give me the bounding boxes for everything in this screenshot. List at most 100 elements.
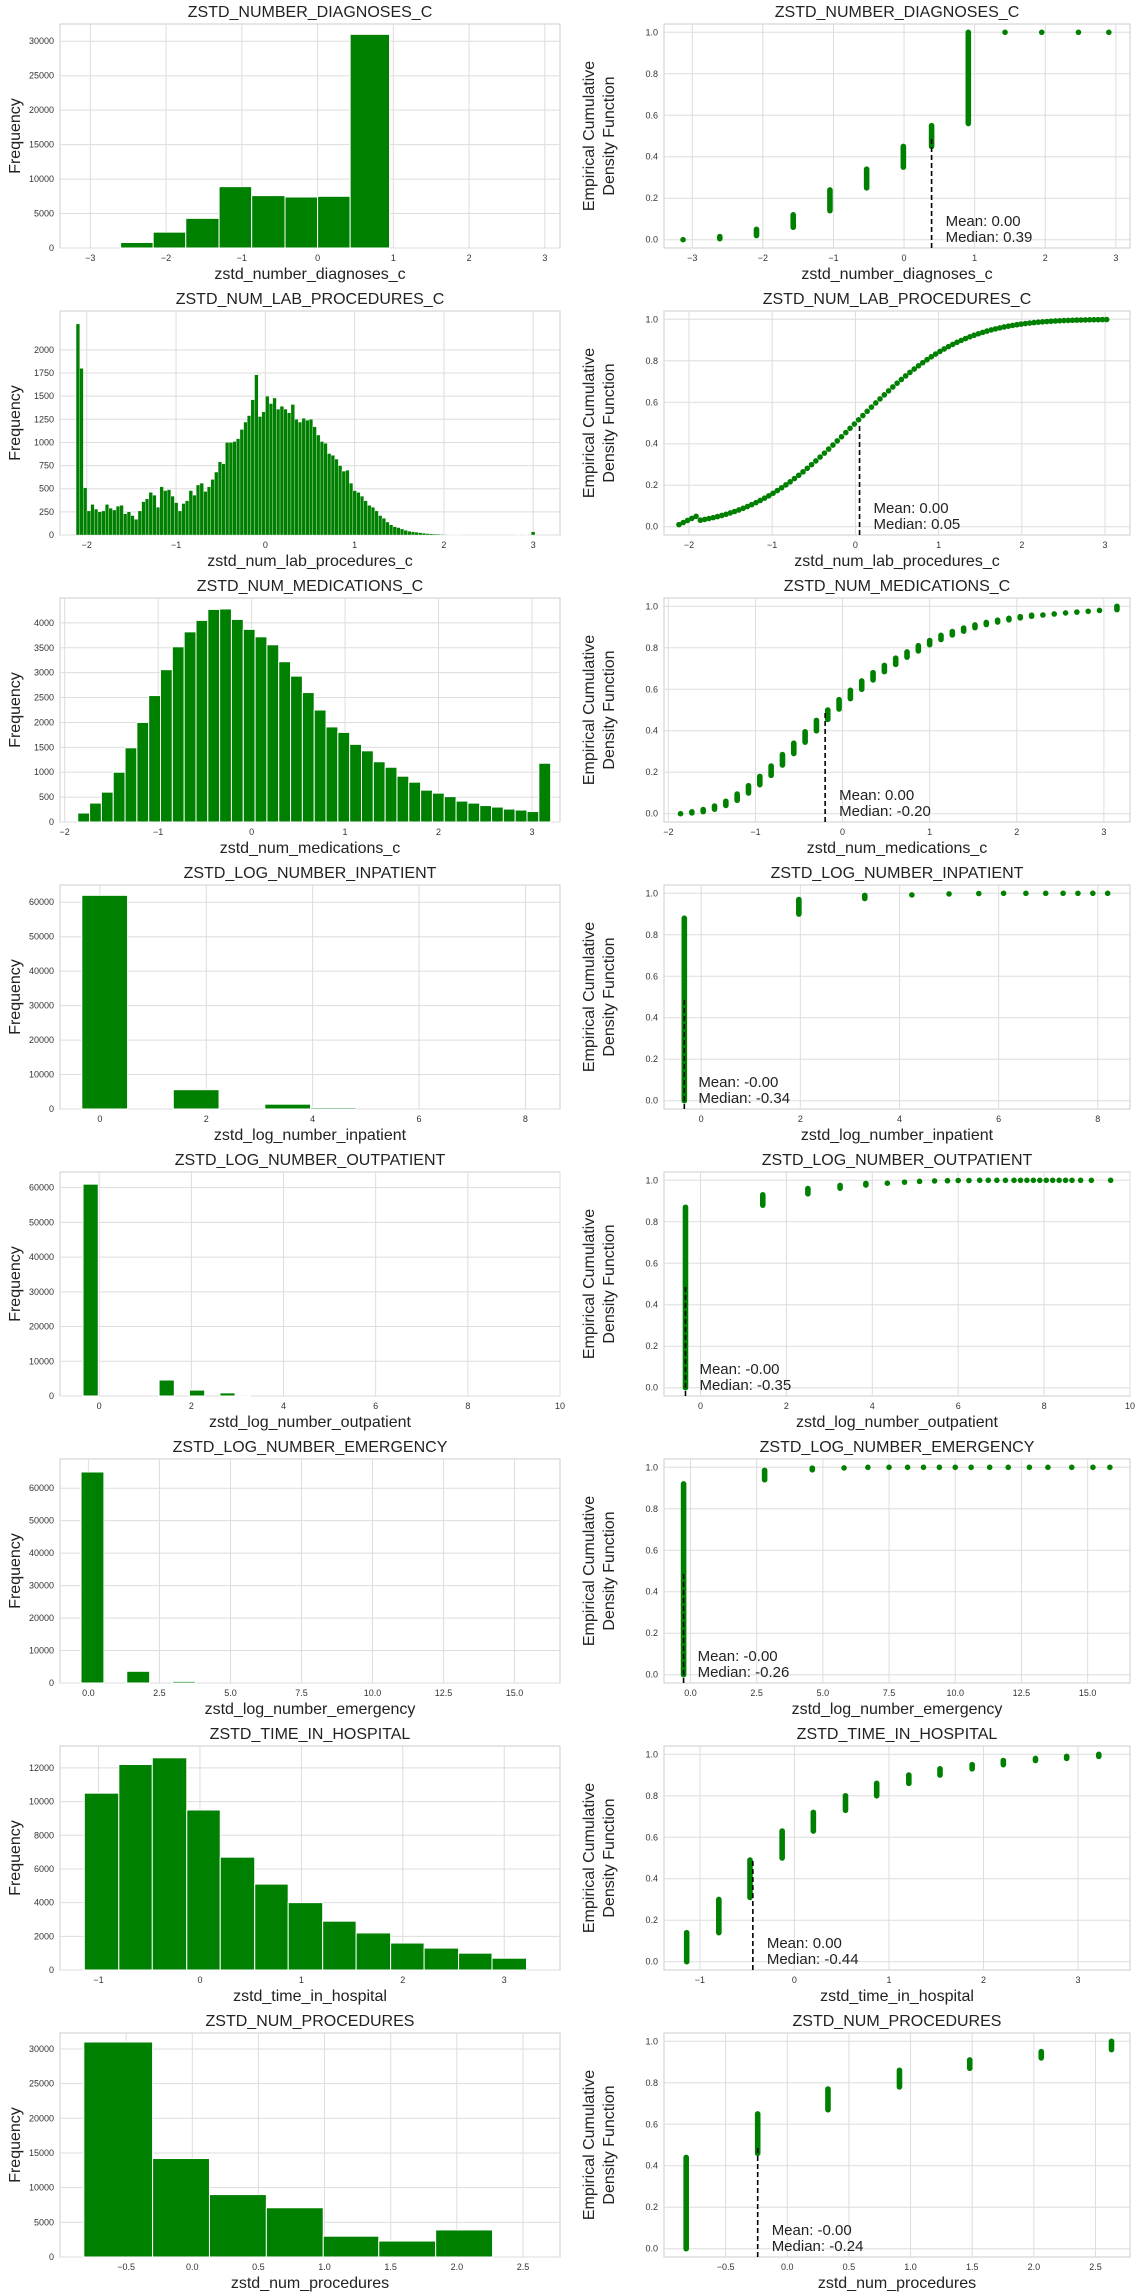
ecdf-point [791, 475, 798, 482]
histogram-bar [429, 533, 434, 536]
x-tick-label: −2 [684, 540, 694, 550]
x-tick-label: 3 [502, 1975, 507, 1985]
histogram-bar [120, 241, 154, 249]
ecdf-point [1095, 316, 1101, 323]
y-tick-label: 10000 [29, 174, 54, 184]
y-tick-label: 0.8 [645, 356, 658, 366]
ecdf-point [968, 1464, 974, 1471]
x-tick-label: 3 [1101, 827, 1106, 837]
plot-area [663, 23, 1131, 249]
ecdf-point [787, 478, 793, 485]
y-tick-label: 0 [49, 1391, 54, 1401]
ecdf-point [1074, 609, 1080, 615]
ecdf-point [744, 503, 751, 510]
y-tick-label: 0.4 [645, 439, 658, 449]
x-tick-label: 3 [1076, 1975, 1081, 1985]
x-tick-label: 3 [531, 540, 536, 550]
ecdf-point [975, 890, 982, 897]
y-tick-label: 8000 [34, 1830, 54, 1840]
mean-label: Mean: 0.00 [946, 213, 1021, 230]
y-tick-label: 2000 [34, 717, 54, 727]
x-tick-label: 0 [902, 253, 907, 263]
ecdf-point [967, 334, 973, 340]
histogram-bar [251, 195, 286, 249]
y-tick-label: 20000 [29, 1035, 54, 1045]
y-tick-label: 2000 [34, 1931, 54, 1941]
x-tick-label: 0 [699, 1114, 704, 1124]
ecdf-point [1062, 610, 1069, 616]
ecdf-point [1082, 317, 1089, 323]
histogram-bar [210, 479, 215, 536]
x-tick-label: 7.5 [295, 1688, 308, 1698]
ecdf-point [924, 356, 930, 363]
histogram-bar [163, 490, 168, 536]
y-tick-label: 0.2 [645, 1628, 658, 1638]
x-tick-label: 1.0 [318, 2262, 331, 2272]
y-axis-label: Density Function [601, 2085, 618, 2204]
x-tick-label: −1 [153, 827, 163, 837]
y-axis-label: Density Function [601, 1798, 618, 1917]
ecdf-point [890, 384, 896, 390]
histogram-bar [276, 408, 281, 536]
plot-area [59, 884, 561, 1110]
histogram-bar [372, 761, 386, 823]
histogram-bar [236, 438, 241, 536]
ecdf-point [949, 341, 956, 348]
histogram-bar [219, 1856, 256, 1971]
mean-label: Mean: -0.00 [698, 1074, 778, 1091]
y-tick-label: 2000 [34, 345, 54, 355]
ecdf-point [1040, 612, 1046, 618]
chart-title: ZSTD_NUM_LAB_PROCEDURES_C [176, 291, 445, 308]
ecdf-point [804, 465, 811, 472]
y-tick-label: 0 [49, 243, 54, 253]
chart-panel-4: 0.0 0.2 0.4 0.6 0.8 1.0 −2 −1 0 1 2 3 ZSTD_NUM_LAB_P… [572, 287, 1144, 574]
histogram-bar [294, 419, 299, 536]
ecdf-point [808, 461, 815, 468]
x-tick-label: 3 [1103, 540, 1108, 550]
ecdf-point [931, 1178, 938, 1184]
histogram-bar [514, 809, 528, 823]
ecdf-point [966, 1177, 972, 1184]
y-tick-label: 2500 [34, 693, 54, 703]
histogram-bar [86, 510, 91, 536]
histogram-bar [185, 217, 220, 249]
y-axis-label: Density Function [601, 76, 618, 195]
y-tick-label: 1000 [34, 767, 54, 777]
y-tick-label: 0.0 [645, 235, 658, 245]
y-tick-label: 1.0 [645, 1175, 658, 1185]
ecdf-point [1090, 890, 1096, 897]
histogram-bar [396, 527, 401, 536]
histogram-bar [360, 495, 364, 536]
histogram-bar [360, 750, 374, 823]
plot-area [663, 2032, 1131, 2258]
ecdf-point [1038, 29, 1045, 36]
histogram-bar [316, 434, 321, 536]
chart-title: ZSTD_NUM_PROCEDURES [793, 2013, 1002, 2030]
ecdf-point [936, 1464, 943, 1471]
x-tick-label: 2 [189, 1401, 194, 1411]
x-tick-label: −1 [767, 540, 777, 550]
y-axis-label: Empirical Cumulative [581, 2070, 598, 2220]
ecdf-point [706, 515, 712, 522]
median-label: Median: 0.39 [946, 229, 1033, 246]
histogram-bar [94, 508, 99, 536]
y-tick-label: 40000 [29, 1548, 54, 1558]
x-axis-label: zstd_num_procedures [818, 2275, 976, 2292]
y-tick-label: 0.4 [645, 2161, 658, 2171]
x-tick-label: 4 [310, 1114, 315, 1124]
y-tick-label: 0 [49, 1104, 54, 1114]
histogram-bar [407, 531, 412, 536]
histogram-bar [467, 802, 481, 823]
x-tick-label: 8 [1095, 1114, 1100, 1124]
ecdf-point [693, 513, 699, 520]
ecdf-point [842, 429, 849, 436]
chart-title: ZSTD_TIME_IN_HOSPITAL [210, 1726, 411, 1743]
histogram-bar [272, 397, 277, 536]
mean-label: Mean: -0.00 [698, 1648, 778, 1665]
y-tick-label: 0.0 [645, 809, 658, 819]
histogram-bar [287, 1902, 324, 1971]
ecdf-point [872, 400, 879, 406]
ecdf-point [902, 373, 909, 379]
histogram-bar [531, 531, 536, 536]
histogram-bar [323, 443, 328, 536]
